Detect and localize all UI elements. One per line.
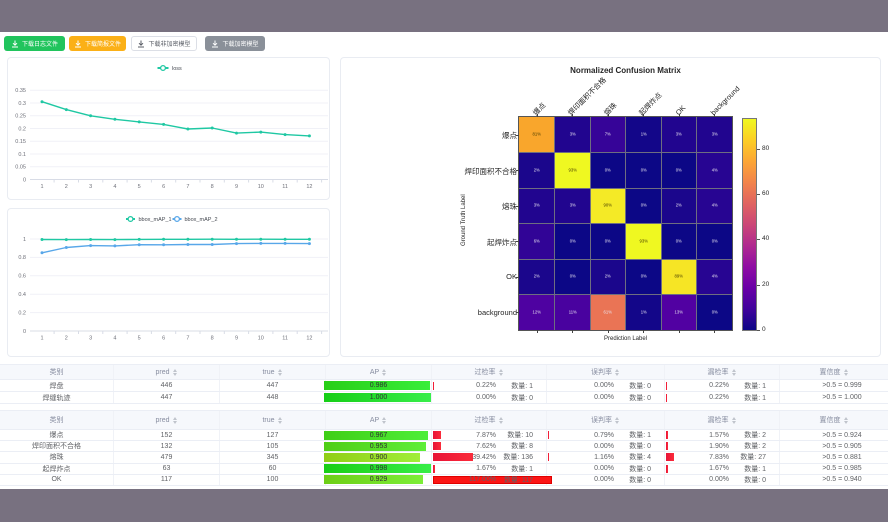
svg-text:7: 7 — [186, 336, 189, 342]
svg-text:12: 12 — [306, 184, 312, 190]
svg-text:10: 10 — [258, 184, 264, 190]
svg-text:bbox_mAP_1: bbox_mAP_1 — [139, 217, 172, 223]
svg-text:0.05: 0.05 — [15, 165, 26, 171]
svg-text:9: 9 — [235, 184, 238, 190]
svg-text:0.2: 0.2 — [18, 310, 26, 316]
svg-text:8: 8 — [211, 184, 214, 190]
svg-text:0.8: 0.8 — [18, 255, 26, 261]
svg-text:7: 7 — [186, 184, 189, 190]
svg-text:0.35: 0.35 — [15, 88, 26, 94]
svg-text:8: 8 — [211, 336, 214, 342]
svg-text:0.3: 0.3 — [18, 101, 26, 107]
svg-text:3: 3 — [89, 184, 92, 190]
svg-text:9: 9 — [235, 336, 238, 342]
svg-text:4: 4 — [113, 184, 116, 190]
svg-text:1: 1 — [23, 237, 26, 243]
svg-text:0: 0 — [23, 177, 26, 183]
svg-text:loss: loss — [172, 66, 182, 72]
svg-text:0.6: 0.6 — [18, 274, 26, 280]
svg-text:6: 6 — [162, 336, 165, 342]
svg-text:5: 5 — [138, 336, 141, 342]
svg-text:0.2: 0.2 — [18, 126, 26, 132]
svg-text:1: 1 — [40, 336, 43, 342]
svg-text:11: 11 — [282, 336, 288, 342]
svg-text:11: 11 — [282, 184, 288, 190]
svg-text:0.1: 0.1 — [18, 152, 26, 158]
svg-text:bbox_mAP_2: bbox_mAP_2 — [185, 217, 218, 223]
svg-text:1: 1 — [40, 184, 43, 190]
svg-text:3: 3 — [89, 336, 92, 342]
svg-text:0: 0 — [23, 329, 26, 335]
svg-text:0.25: 0.25 — [15, 114, 26, 120]
svg-text:0.4: 0.4 — [18, 292, 26, 298]
svg-text:5: 5 — [138, 184, 141, 190]
svg-text:12: 12 — [306, 336, 312, 342]
svg-text:2: 2 — [65, 336, 68, 342]
svg-text:6: 6 — [162, 184, 165, 190]
svg-text:2: 2 — [65, 184, 68, 190]
svg-text:4: 4 — [113, 336, 116, 342]
svg-text:0.15: 0.15 — [15, 139, 26, 145]
svg-text:10: 10 — [258, 336, 264, 342]
